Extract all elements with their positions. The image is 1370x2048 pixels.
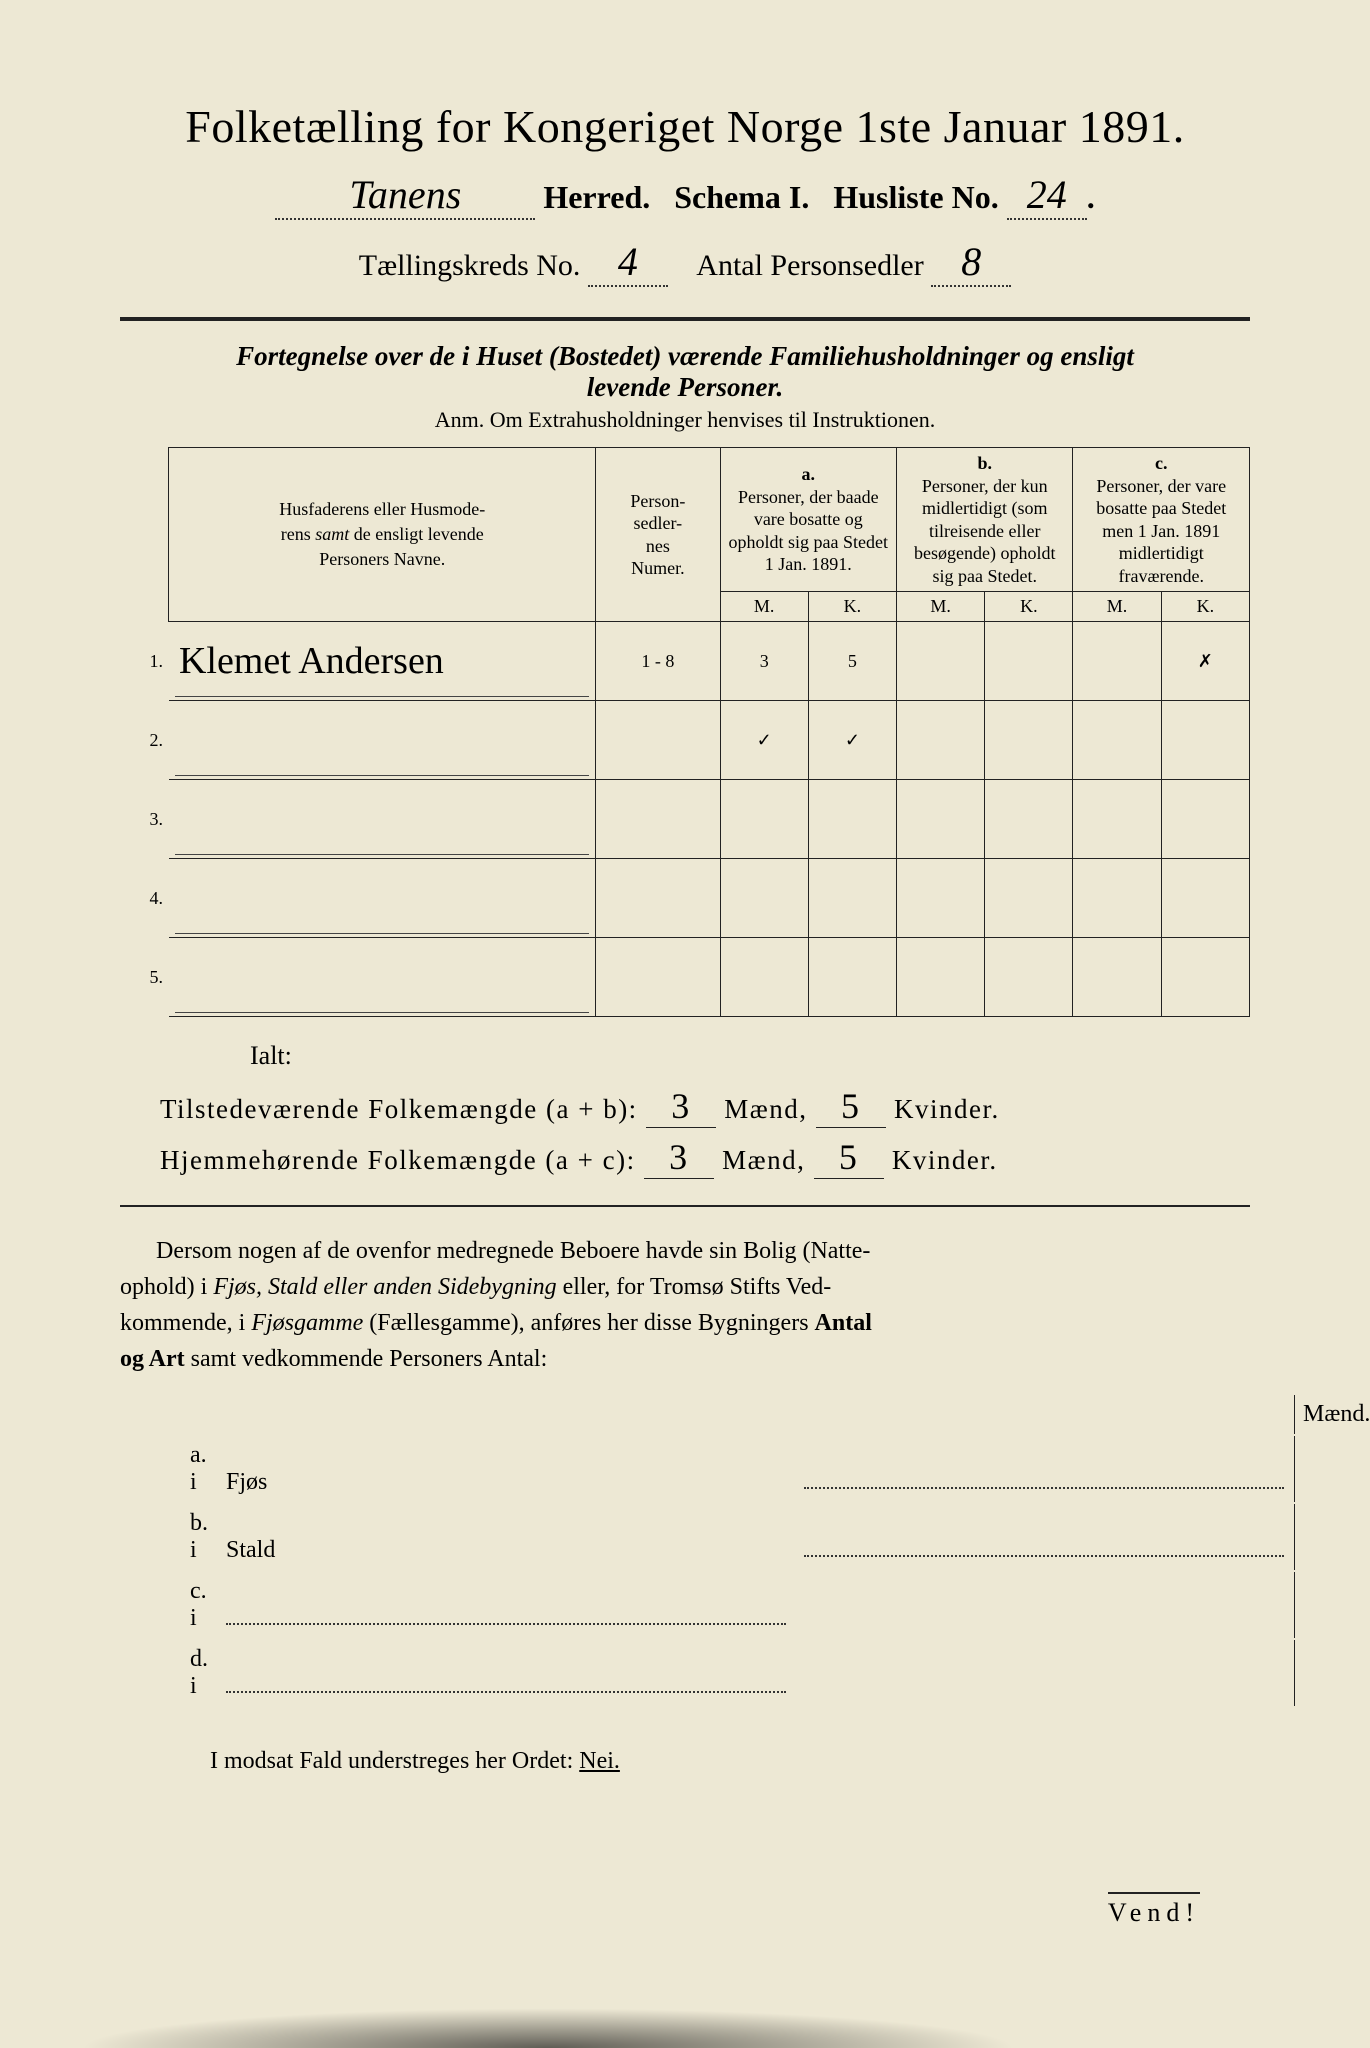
b-m-cell [897,859,985,938]
c-k-cell: ✗ [1161,622,1249,701]
husliste-number: 24 [1007,171,1087,220]
sub-row-c: c. i [182,1572,1370,1638]
c-m-cell [1073,780,1161,859]
census-form-page: Folketælling for Kongeriget Norge 1ste J… [0,0,1370,2048]
sum-home: Hjemmehørende Folkemængde (a + c): 3 Mæn… [160,1136,1250,1179]
b-m-cell [897,780,985,859]
c-k-cell [1161,780,1249,859]
c-k-cell [1161,701,1249,780]
vend-label: Vend! [1108,1892,1200,1928]
th-b-head: b.Personer, der kun midlertidigt (som ti… [897,448,1073,592]
header-line-3: Tællingskreds No. 4 Antal Personsedler 8 [120,238,1250,287]
row-number: 3. [120,780,169,859]
row-number: 1. [120,622,169,701]
th-b-m: M. [897,592,985,622]
a-m-cell [720,938,808,1017]
b-k-cell [985,938,1073,1017]
th-c-head: c.Personer, der vare bosatte paa Stedet … [1073,448,1250,592]
c-m-cell [1073,859,1161,938]
table-row: 4. [120,859,1250,938]
name-cell [169,701,596,780]
sub-table: Mænd. Kvinder. a. i Fjøs b. i Stald c. i… [180,1393,1370,1708]
th-c-m: M. [1073,592,1161,622]
c-m-cell [1073,938,1161,1017]
divider-thin [120,1205,1250,1207]
personsedler-cell [596,938,720,1017]
personsedler-cell [596,859,720,938]
th-a-head: a.Personer, der baade vare bosatte og op… [720,448,896,592]
antal-number: 8 [931,238,1011,287]
antal-label: Antal Personsedler [696,249,923,282]
table-row: 3. [120,780,1250,859]
b-m-cell [897,938,985,1017]
anm-note: Anm. Om Extrahusholdninger henvises til … [120,407,1250,433]
row-number: 5. [120,938,169,1017]
ialt-label: Ialt: [250,1041,1250,1071]
th-b-k: K. [985,592,1073,622]
th-a-k: K. [808,592,896,622]
sum-present: Tilstedeværende Folkemængde (a + b): 3 M… [160,1085,1250,1128]
page-shadow [0,1978,1370,2048]
paragraph-note: Dersom nogen af de ovenfor medregnede Be… [120,1233,1250,1377]
name-cell [169,938,596,1017]
sub-row-b: b. i Stald [182,1504,1370,1570]
a-m-cell [720,780,808,859]
a-k-cell: 5 [808,622,896,701]
th-c-k: K. [1161,592,1249,622]
divider-thick [120,317,1250,321]
b-k-cell [985,859,1073,938]
sub-row-a: a. i Fjøs [182,1436,1370,1502]
table-row: 2. ✓✓ [120,701,1250,780]
subtitle: Fortegnelse over de i Huset (Bostedet) v… [120,341,1250,403]
table-row: 1.Klemet Andersen1 - 835 ✗ [120,622,1250,701]
b-k-cell [985,701,1073,780]
census-table: Husfaderens eller Husmode-rens samt de e… [120,447,1250,1017]
page-title: Folketælling for Kongeriget Norge 1ste J… [120,100,1250,153]
a-k-cell [808,938,896,1017]
b-k-cell [985,780,1073,859]
table-row: 5. [120,938,1250,1017]
th-name: Husfaderens eller Husmode-rens samt de e… [169,448,596,622]
husliste-label: Husliste No. [833,179,998,215]
a-m-cell: 3 [720,622,808,701]
a-k-cell [808,859,896,938]
herred-name-handwritten: Tanens [275,171,535,220]
a-k-cell: ✓ [808,701,896,780]
taellingskreds-label: Tællingskreds No. [359,249,581,282]
c-k-cell [1161,938,1249,1017]
c-m-cell [1073,701,1161,780]
nei-line: I modsat Fald understreges her Ordet: Ne… [210,1748,1250,1775]
th-personsedler: Person-sedler-nesNumer. [596,448,720,622]
personsedler-cell [596,780,720,859]
b-m-cell [897,701,985,780]
taellingskreds-number: 4 [588,238,668,287]
b-m-cell [897,622,985,701]
herred-label: Herred. [543,179,650,215]
name-cell: Klemet Andersen [169,622,596,701]
mini-th-maend: Mænd. [1294,1395,1370,1434]
b-k-cell [985,622,1073,701]
row-number: 4. [120,859,169,938]
a-m-cell [720,859,808,938]
name-cell [169,859,596,938]
header-line-2: Tanens Herred. Schema I. Husliste No. 24… [120,171,1250,220]
c-k-cell [1161,859,1249,938]
schema-label: Schema I. [674,179,809,215]
th-a-m: M. [720,592,808,622]
row-number: 2. [120,701,169,780]
c-m-cell [1073,622,1161,701]
personsedler-cell [596,701,720,780]
a-k-cell [808,780,896,859]
sub-row-d: d. i [182,1640,1370,1706]
a-m-cell: ✓ [720,701,808,780]
name-cell [169,780,596,859]
personsedler-cell: 1 - 8 [596,622,720,701]
